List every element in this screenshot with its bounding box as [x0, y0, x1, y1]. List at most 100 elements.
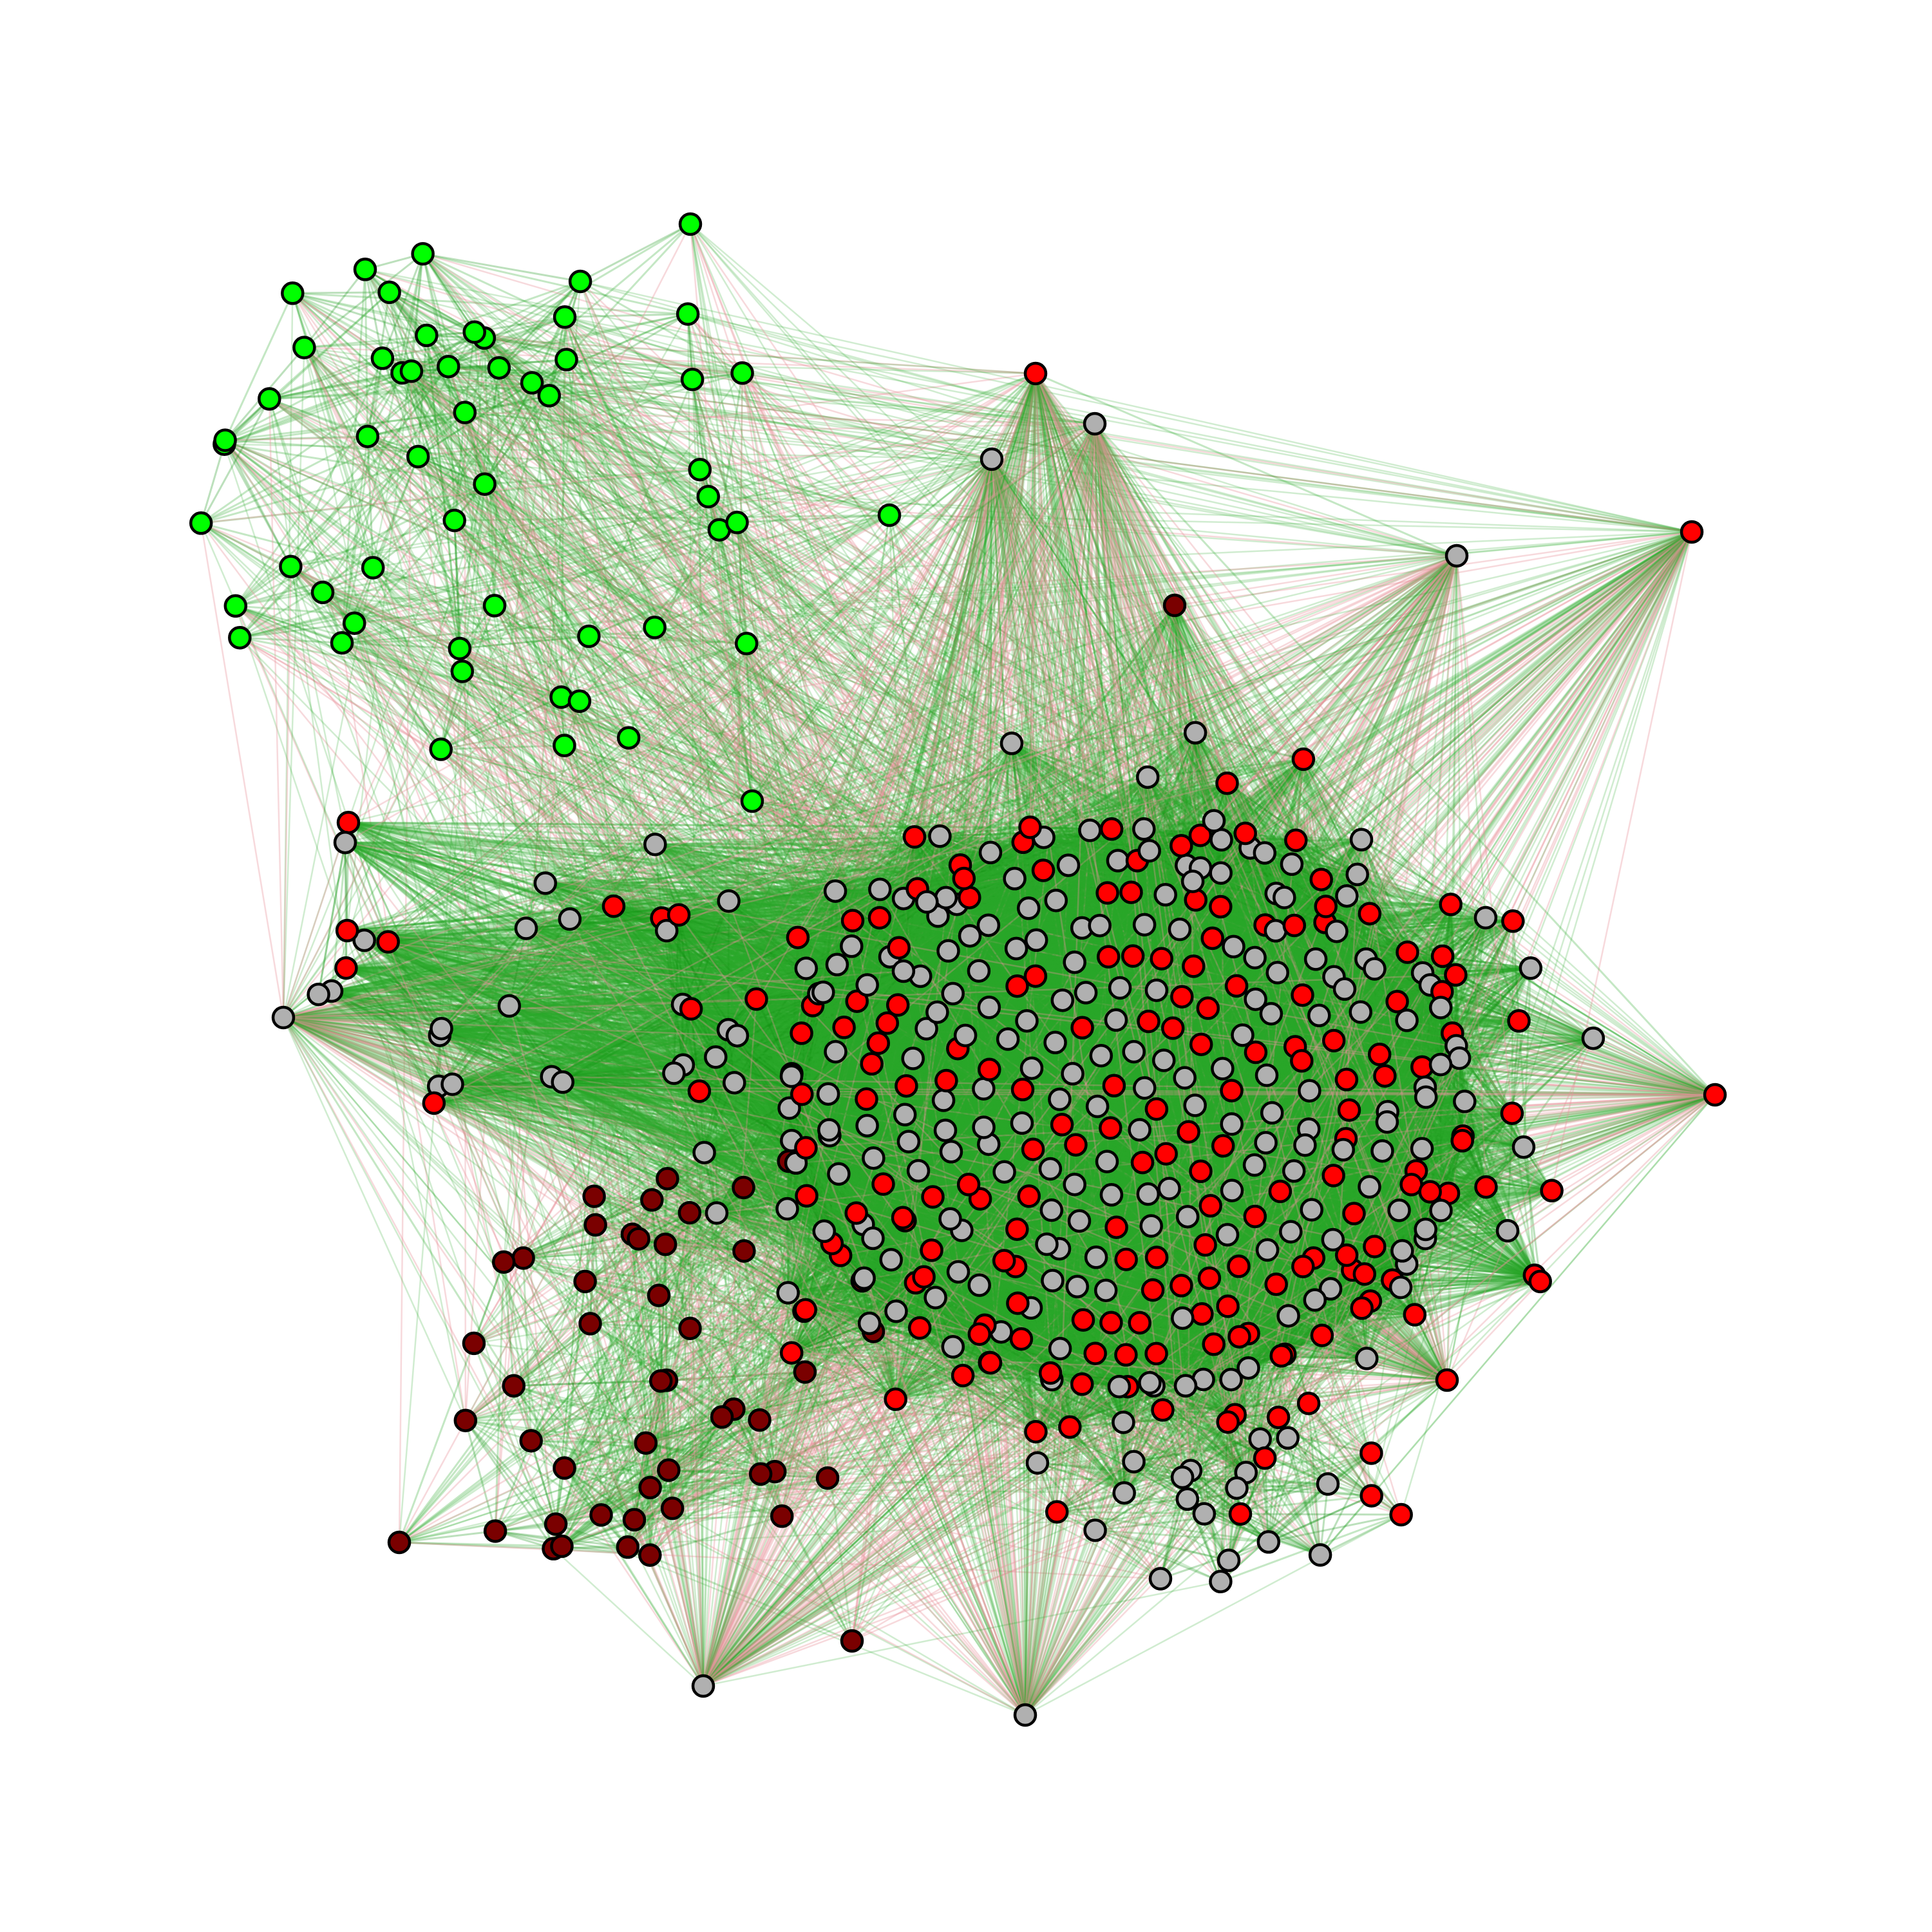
graph-edge [401, 372, 456, 521]
graph-edge [473, 332, 496, 606]
graph-edge [498, 367, 1197, 901]
graph-edge [268, 398, 343, 643]
graph-edge [225, 435, 368, 442]
graph-edge [292, 292, 949, 952]
graph-edge [588, 635, 1090, 831]
graph-edge [699, 422, 1095, 471]
graph-edge [292, 291, 390, 294]
graph-edge [464, 412, 1095, 425]
graph-edge [464, 412, 992, 460]
graph-edge [741, 373, 868, 985]
graph-edge [580, 280, 743, 374]
graph-edge [687, 313, 1108, 894]
graph-edge [742, 372, 1692, 533]
graph-edge [588, 379, 694, 637]
graph-edge [422, 253, 450, 367]
graph-edge [741, 372, 1441, 1065]
graph-edge [484, 359, 567, 485]
graph-edge [322, 591, 463, 672]
graph-edge [699, 469, 705, 1687]
graph-edge [269, 334, 427, 400]
graph-edge [687, 314, 985, 1090]
graph-edge [366, 435, 1188, 1218]
graph-edge [448, 316, 565, 368]
graph-edge [654, 627, 1036, 977]
graph-edge [240, 622, 355, 639]
graph-edge [239, 637, 970, 898]
graph-edge [454, 519, 1398, 1003]
graph-edge [484, 483, 656, 629]
graph-edge [235, 605, 990, 1009]
graph-edge [494, 521, 737, 607]
graph-edge [401, 372, 656, 845]
graph-edge [699, 469, 858, 1002]
graph-edge [418, 372, 1036, 458]
graph-edge [588, 635, 947, 898]
graph-edge [447, 366, 486, 485]
graph-edge [234, 605, 735, 1084]
graph-edge [402, 358, 567, 374]
graph-edge [234, 280, 582, 607]
graph-edge [367, 435, 1320, 1016]
graph-edge [417, 455, 486, 486]
graph-edge [366, 331, 475, 437]
graph-edge [303, 346, 461, 649]
graph-edge [417, 382, 533, 458]
graph-edge [588, 422, 1095, 638]
graph-edge [223, 443, 1448, 1381]
graph-edge [484, 484, 639, 1239]
graph-edge [448, 365, 709, 498]
graph-edge [235, 378, 693, 607]
graph-edge [354, 623, 651, 1556]
graph-edge [388, 292, 413, 372]
graph-edge [341, 458, 992, 644]
graph-edge [741, 372, 1232, 1380]
graph-edge [417, 335, 428, 457]
graph-edge [549, 395, 1692, 533]
graph-edge [566, 359, 1457, 557]
graph-edge [531, 383, 565, 746]
graph-edge [341, 604, 495, 644]
graph-edge [341, 554, 1457, 644]
graph-edge [322, 591, 495, 607]
graph-edge [200, 522, 355, 624]
graph-edge [292, 292, 1716, 1096]
graph-edge [239, 422, 1095, 639]
graph-edge [565, 359, 890, 516]
graph-edge [303, 252, 424, 348]
graph-edge [422, 252, 688, 316]
graph-edge [366, 436, 586, 1282]
graph-edge [401, 372, 656, 629]
graph-edge [417, 455, 1057, 902]
graph-edge [565, 359, 1371, 1302]
graph-edge [235, 605, 1716, 1096]
graph-edge [388, 291, 1400, 1211]
graph-edge [341, 641, 460, 650]
graph-edge [321, 359, 567, 593]
graph-edge [426, 334, 738, 524]
graph-edge [548, 395, 1083, 1385]
graph-edge [401, 372, 1240, 1338]
graph-edge [549, 395, 1296, 841]
graph-edge [223, 443, 292, 567]
graph-edge [498, 366, 890, 516]
graph-edge [628, 422, 1095, 739]
graph-edge [627, 496, 710, 739]
graph-edge [322, 531, 1692, 594]
graph-edge [564, 313, 688, 318]
graph-edge [417, 456, 1268, 1251]
graph-edge [341, 642, 970, 898]
graph-edge [453, 337, 486, 521]
graph-edge [464, 412, 890, 516]
graph-edge [422, 253, 533, 384]
graph-edge [401, 372, 630, 739]
graph-edge [330, 484, 486, 992]
graph-edge [422, 253, 1370, 914]
graph-edge [223, 291, 390, 445]
graph-edge [292, 292, 510, 1007]
graph-edge [235, 605, 829, 1095]
graph-edge [235, 605, 989, 926]
graph-edge [401, 372, 1289, 1439]
graph-edge [290, 565, 565, 746]
graph-edge [410, 370, 630, 739]
